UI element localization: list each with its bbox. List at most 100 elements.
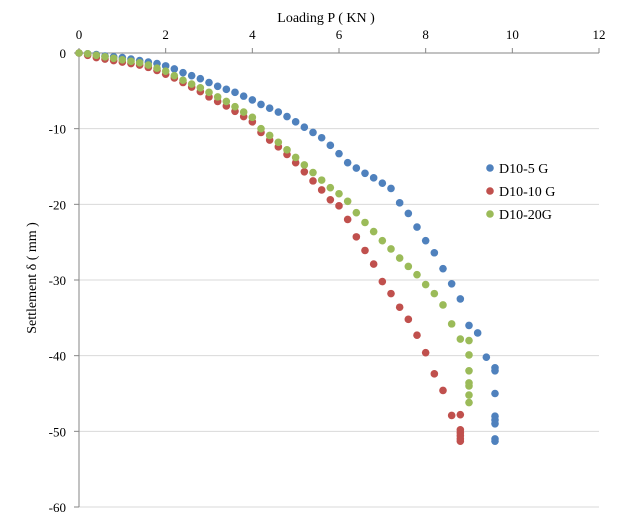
legend: D10-5 G D10-10 G D10-20G bbox=[486, 162, 555, 223]
data-point bbox=[92, 51, 101, 60]
data-point bbox=[248, 96, 257, 104]
data-point bbox=[283, 146, 291, 154]
data-point bbox=[404, 315, 413, 324]
x-tick-label: 2 bbox=[162, 27, 169, 42]
data-point bbox=[239, 108, 248, 116]
data-point bbox=[101, 52, 109, 61]
y-tick-label: -20 bbox=[49, 197, 66, 212]
data-point bbox=[421, 236, 430, 245]
data-point bbox=[274, 108, 283, 116]
data-point bbox=[430, 289, 439, 298]
data-point bbox=[343, 197, 352, 206]
x-tick-label: 6 bbox=[336, 27, 343, 42]
data-point bbox=[109, 54, 118, 63]
data-point bbox=[291, 158, 300, 167]
data-point bbox=[378, 277, 387, 286]
data-point bbox=[456, 410, 465, 419]
data-point bbox=[456, 335, 465, 343]
legend-marker bbox=[486, 187, 494, 195]
data-point bbox=[326, 183, 335, 192]
data-point bbox=[395, 303, 404, 312]
data-point bbox=[326, 195, 335, 204]
y-tick-label: -30 bbox=[49, 273, 66, 288]
legend-item: D10-20G bbox=[486, 208, 552, 223]
data-point bbox=[222, 85, 231, 94]
data-point bbox=[118, 56, 127, 64]
data-point bbox=[222, 97, 231, 106]
data-point bbox=[343, 215, 352, 224]
data-point bbox=[369, 227, 378, 236]
data-point bbox=[213, 93, 222, 101]
data-point bbox=[300, 123, 309, 131]
x-axis-title: Loading P ( KN ) bbox=[277, 11, 375, 26]
data-point bbox=[335, 202, 343, 210]
data-point bbox=[387, 289, 395, 298]
data-point bbox=[430, 370, 439, 378]
series-1 bbox=[75, 49, 499, 445]
legend-label: D10-20G bbox=[499, 208, 552, 223]
data-point bbox=[465, 391, 473, 399]
legend-item: D10-10 G bbox=[486, 185, 555, 200]
data-point bbox=[265, 104, 274, 113]
data-point bbox=[404, 262, 413, 271]
data-point bbox=[309, 177, 317, 185]
data-point bbox=[161, 62, 170, 70]
data-point bbox=[317, 133, 326, 142]
data-point bbox=[352, 208, 361, 217]
y-tick-label: 0 bbox=[60, 46, 67, 61]
y-tick-label: -40 bbox=[49, 349, 66, 364]
x-tick-label: 10 bbox=[506, 27, 519, 42]
data-point bbox=[335, 189, 343, 198]
legend-marker bbox=[486, 164, 494, 172]
axes bbox=[74, 48, 600, 508]
data-point bbox=[283, 112, 291, 121]
legend-label: D10-10 G bbox=[499, 185, 555, 200]
data-point bbox=[439, 301, 447, 309]
data-point bbox=[465, 336, 473, 345]
data-point bbox=[491, 419, 499, 428]
data-point bbox=[421, 348, 430, 357]
data-point bbox=[491, 437, 499, 445]
data-point bbox=[300, 167, 309, 176]
y-axis-title: Settlement δ ( mm ) bbox=[25, 222, 40, 334]
data-point bbox=[187, 71, 196, 80]
data-point bbox=[413, 331, 421, 340]
data-point bbox=[447, 279, 456, 288]
data-point bbox=[387, 184, 395, 193]
x-tick-label: 8 bbox=[422, 27, 429, 42]
data-point bbox=[170, 71, 179, 80]
data-point bbox=[395, 199, 404, 207]
x-tick-label: 12 bbox=[593, 27, 606, 42]
data-point bbox=[413, 270, 421, 279]
data-point bbox=[291, 153, 300, 162]
data-point bbox=[465, 367, 473, 375]
data-point bbox=[144, 61, 153, 69]
data-point bbox=[456, 295, 465, 303]
data-point bbox=[465, 382, 473, 390]
data-point bbox=[361, 246, 369, 255]
data-point bbox=[491, 389, 499, 398]
data-point bbox=[352, 164, 361, 172]
data-point bbox=[83, 49, 92, 58]
data-point bbox=[291, 118, 300, 126]
data-point bbox=[309, 128, 317, 137]
data-point bbox=[196, 84, 205, 92]
data-point bbox=[187, 80, 196, 88]
y-tick-labels: 0 -10 -20 -30 -40 -50 -60 bbox=[49, 46, 66, 515]
gridlines bbox=[79, 128, 599, 508]
data-point bbox=[421, 280, 430, 289]
data-point bbox=[317, 176, 326, 184]
data-point bbox=[265, 131, 274, 140]
data-point bbox=[274, 138, 283, 147]
x-tick-label: 4 bbox=[249, 27, 256, 42]
data-point bbox=[465, 398, 473, 407]
y-tick-label: -50 bbox=[49, 424, 66, 439]
data-point bbox=[205, 78, 213, 87]
data-point bbox=[231, 88, 239, 97]
data-point bbox=[465, 351, 473, 359]
x-tick-label: 0 bbox=[76, 27, 83, 42]
data-point bbox=[257, 100, 265, 109]
data-point bbox=[309, 168, 317, 177]
data-point bbox=[179, 68, 187, 77]
